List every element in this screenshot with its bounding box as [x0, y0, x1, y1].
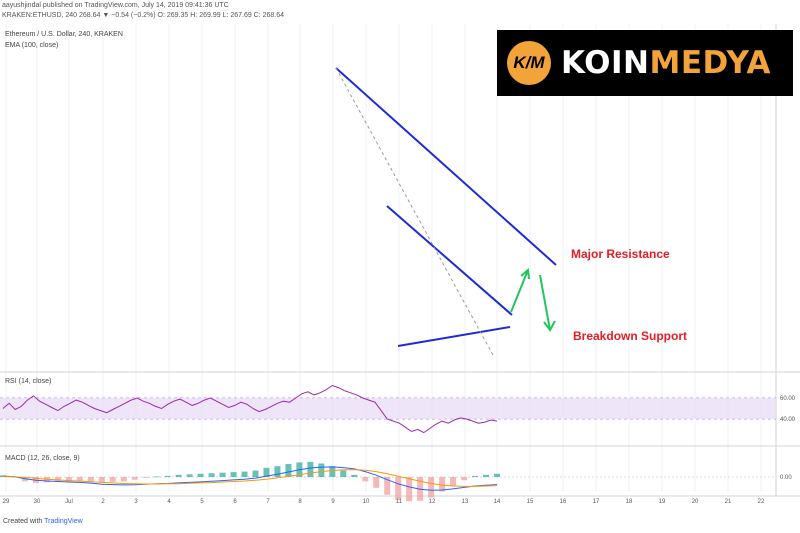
- time-tick: 11: [396, 499, 403, 505]
- footer-prefix: Created with: [3, 518, 43, 525]
- macd-bar: [362, 477, 369, 482]
- macd-bar: [274, 466, 281, 477]
- time-tick: 22: [758, 499, 765, 505]
- macd-bar: [439, 477, 446, 492]
- time-tick: Jul: [65, 499, 73, 505]
- macd-bar: [395, 477, 402, 500]
- time-tick: 14: [494, 499, 501, 505]
- macd-bar: [450, 477, 457, 486]
- time-tick: 20: [692, 499, 699, 505]
- macd-bar: [76, 477, 83, 481]
- time-tick: 6: [233, 499, 237, 505]
- time-tick: 18: [626, 499, 633, 505]
- macd-bar: [406, 477, 413, 502]
- time-tick: 19: [659, 499, 666, 505]
- macd-bar: [318, 463, 325, 477]
- chart-title: Ethereum / U.S. Dollar, 240, KRAKEN: [5, 31, 123, 38]
- koinmedya-logo: K/M KOINMEDYA: [497, 30, 793, 96]
- macd-bar: [307, 461, 314, 477]
- time-tick: 29: [3, 499, 10, 505]
- time-tick: 4: [167, 499, 171, 505]
- macd-bar: [208, 473, 215, 477]
- rsi-tick: 60.00: [780, 396, 796, 402]
- bounce-arrow-up-head: [520, 268, 530, 280]
- fib-dashed-line: [335, 67, 494, 356]
- macd-bar: [153, 476, 160, 478]
- time-tick: 2: [101, 499, 105, 505]
- price-axis: 276.00288.00292.00296.00300.00308.00312.…: [780, 396, 796, 481]
- breakdown-arrow-down: [539, 274, 551, 331]
- time-tick: 9: [331, 499, 335, 505]
- rsi-tick: 40.00: [780, 417, 796, 423]
- macd-bar: [219, 472, 226, 477]
- time-tick: 12: [429, 499, 436, 505]
- macd-bar: [428, 477, 435, 498]
- macd-bar: [65, 477, 72, 482]
- macd-bar: [340, 470, 347, 477]
- macd-bar: [483, 474, 490, 477]
- macd-bar: [329, 466, 336, 477]
- macd-legend: MACD (12, 26, close, 9): [5, 455, 80, 462]
- rsi-band: [0, 398, 776, 419]
- time-tick: 13: [462, 499, 469, 505]
- rsi-line: [2, 384, 498, 434]
- macd-bar: [285, 464, 292, 477]
- macd-bar: [131, 477, 138, 480]
- trendlines: [335, 67, 557, 356]
- macd-bar: [142, 477, 149, 478]
- macd-bar: [351, 474, 358, 477]
- downtrend-line-major: [335, 67, 557, 266]
- ohlc-line: KRAKEN:ETHUSD, 240 268.64 ▼ −0.54 (−0.2%…: [2, 12, 285, 19]
- coin-icon: K/M: [507, 41, 551, 85]
- macd-bar: [472, 475, 479, 477]
- breakdown-support-label: Breakdown Support: [573, 329, 688, 343]
- time-tick: 7: [266, 499, 270, 505]
- time-axis: 29 30 Jul 2 3 4 5 6 7 8 9 10 11 12 13 14 15 16 17 18 19 20 21 2…: [3, 499, 765, 505]
- rsi-legend: RSI (14, close): [5, 378, 52, 385]
- time-tick: 3: [134, 499, 138, 505]
- macd-bar: [461, 477, 468, 481]
- logo-word-a: KOIN: [561, 45, 650, 81]
- time-tick: 21: [725, 499, 732, 505]
- footer-credit[interactable]: Created with TradingView: [3, 518, 83, 525]
- macd-bar: [241, 471, 248, 477]
- time-tick: 15: [527, 499, 534, 505]
- time-tick: 17: [593, 499, 600, 505]
- time-tick: 10: [363, 499, 370, 505]
- macd-bar: [175, 474, 182, 477]
- time-tick: 5: [200, 499, 204, 505]
- macd-bar: [98, 477, 105, 483]
- breakdown-arrow-down-head: [543, 320, 556, 332]
- signal-line: [2, 469, 498, 487]
- time-tick: 16: [560, 499, 567, 505]
- macd-bar: [120, 477, 127, 482]
- downtrend-line-minor: [386, 205, 513, 316]
- ema-legend: EMA (100, close): [5, 42, 59, 49]
- macd-line: [2, 466, 498, 491]
- support-trendline: [397, 326, 511, 347]
- logo-word-b: MEDYA: [649, 45, 771, 81]
- macd-bar: [494, 473, 500, 477]
- macd-bar: [109, 477, 116, 482]
- macd-bar: [263, 467, 270, 477]
- major-resistance-label: Major Resistance: [571, 247, 670, 261]
- macd-tick: 0.00: [780, 475, 792, 481]
- tradingview-link[interactable]: TradingView: [44, 518, 83, 525]
- macd-bar: [164, 475, 171, 477]
- bounce-arrow-up: [510, 269, 529, 313]
- macd-bar: [384, 477, 391, 495]
- macd-bar: [252, 470, 259, 477]
- macd-bar: [197, 473, 204, 477]
- macd-bar: [230, 472, 237, 477]
- macd-histogram: [0, 461, 500, 502]
- time-tick: 8: [298, 499, 302, 505]
- logo-wordmark: KOINMEDYA: [561, 45, 771, 81]
- publisher-line: aayushjindal published on TradingView.co…: [2, 2, 229, 9]
- macd-bar: [87, 477, 94, 482]
- time-tick: 30: [34, 499, 41, 505]
- macd-bar: [373, 477, 380, 488]
- macd-bar: [186, 474, 193, 477]
